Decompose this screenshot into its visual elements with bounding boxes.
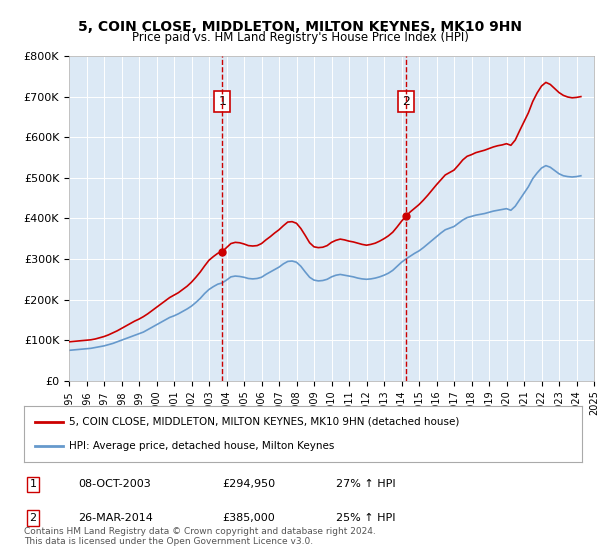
- Text: 1: 1: [29, 479, 37, 489]
- Text: 25% ↑ HPI: 25% ↑ HPI: [336, 513, 395, 523]
- Text: Price paid vs. HM Land Registry's House Price Index (HPI): Price paid vs. HM Land Registry's House …: [131, 31, 469, 44]
- Text: 2: 2: [402, 95, 410, 108]
- Text: HPI: Average price, detached house, Milton Keynes: HPI: Average price, detached house, Milt…: [68, 441, 334, 451]
- Text: 5, COIN CLOSE, MIDDLETON, MILTON KEYNES, MK10 9HN (detached house): 5, COIN CLOSE, MIDDLETON, MILTON KEYNES,…: [68, 417, 459, 427]
- Text: £385,000: £385,000: [222, 513, 275, 523]
- Text: 27% ↑ HPI: 27% ↑ HPI: [336, 479, 395, 489]
- Text: 26-MAR-2014: 26-MAR-2014: [78, 513, 153, 523]
- Text: 2: 2: [29, 513, 37, 523]
- Text: 5, COIN CLOSE, MIDDLETON, MILTON KEYNES, MK10 9HN: 5, COIN CLOSE, MIDDLETON, MILTON KEYNES,…: [78, 20, 522, 34]
- Text: 08-OCT-2003: 08-OCT-2003: [78, 479, 151, 489]
- Text: Contains HM Land Registry data © Crown copyright and database right 2024.
This d: Contains HM Land Registry data © Crown c…: [24, 526, 376, 546]
- Text: 1: 1: [218, 95, 226, 108]
- Text: £294,950: £294,950: [222, 479, 275, 489]
